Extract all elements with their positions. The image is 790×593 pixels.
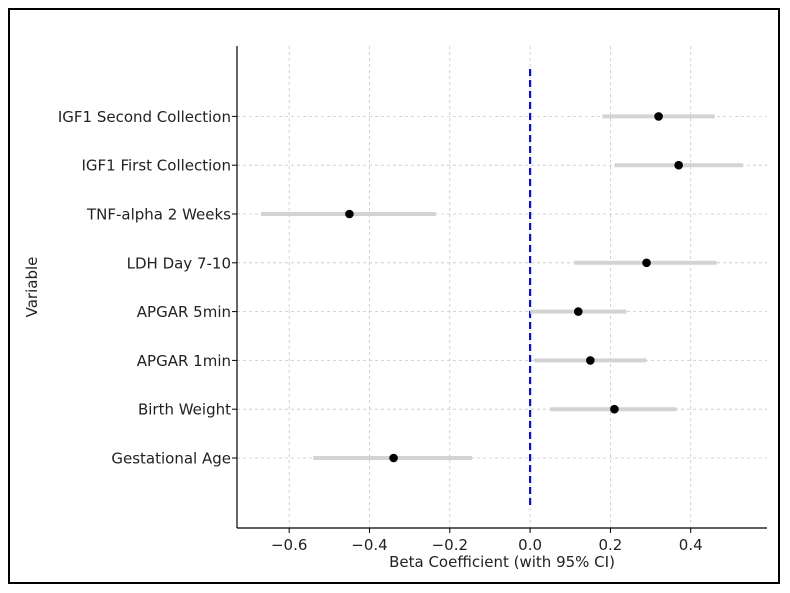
x-tick-label: −0.2 bbox=[432, 536, 468, 554]
y-tick-label: APGAR 1min bbox=[137, 352, 231, 370]
axes bbox=[232, 46, 767, 533]
figure-frame bbox=[8, 8, 780, 584]
y-tick-label: IGF1 Second Collection bbox=[58, 108, 231, 126]
point-estimate bbox=[389, 453, 398, 463]
point-estimate bbox=[674, 160, 683, 170]
point-estimate bbox=[642, 258, 651, 268]
x-tick-label: 0.2 bbox=[598, 536, 622, 554]
y-tick-label: Gestational Age bbox=[111, 450, 231, 468]
x-axis-label: Beta Coefficient (with 95% CI) bbox=[389, 553, 615, 571]
x-tick-label: −0.4 bbox=[351, 536, 387, 554]
y-axis-label: Variable bbox=[23, 257, 41, 318]
point-estimate bbox=[654, 112, 663, 121]
x-tick-label: 0.4 bbox=[679, 536, 703, 554]
point-estimate bbox=[586, 356, 595, 365]
y-tick-label: Birth Weight bbox=[138, 401, 231, 419]
point-estimates bbox=[345, 112, 683, 463]
y-tick-label: TNF-alpha 2 Weeks bbox=[86, 206, 231, 224]
labels: Beta Coefficient (with 95% CI) Variable … bbox=[23, 108, 703, 571]
point-estimate bbox=[610, 404, 619, 414]
x-tick-label: −0.6 bbox=[271, 536, 307, 554]
grid bbox=[237, 46, 767, 528]
point-estimate bbox=[573, 307, 583, 316]
confidence-intervals bbox=[261, 114, 743, 460]
y-tick-label: LDH Day 7-10 bbox=[127, 254, 231, 272]
y-tick-label: APGAR 5min bbox=[137, 303, 231, 321]
x-tick-label: 0.0 bbox=[518, 536, 542, 554]
y-tick-label: IGF1 First Collection bbox=[81, 157, 231, 175]
point-estimate bbox=[345, 209, 354, 219]
